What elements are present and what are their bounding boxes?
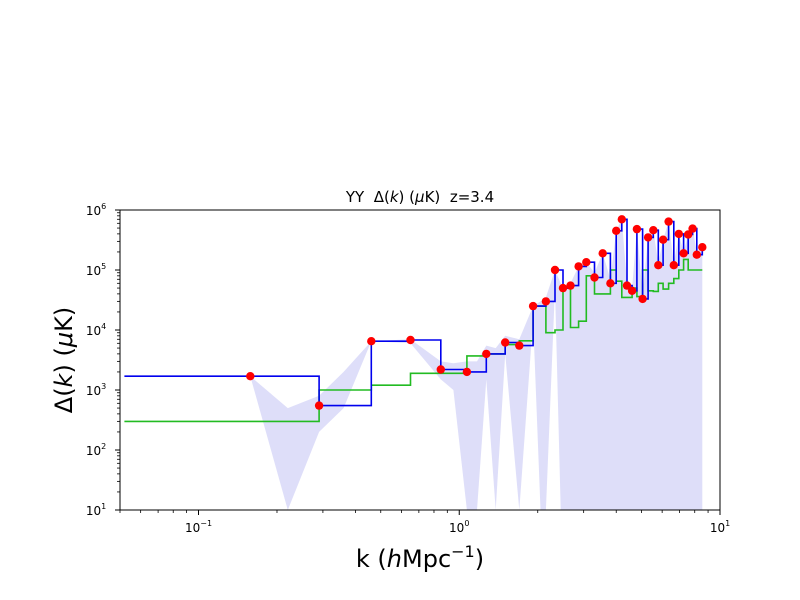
data-point [558,283,568,293]
data-point [541,297,551,306]
data-point [582,258,591,267]
data-point [566,281,575,290]
data-point [684,230,693,239]
y-tick-label: 104 [86,322,106,338]
data-point [314,401,324,410]
data-point [643,233,653,242]
x-tick-label: 101 [710,519,730,535]
y-tick-label: 106 [86,202,106,218]
data-point [649,226,658,235]
data-point [574,262,583,271]
data-point [638,294,647,304]
data-points-layer [246,215,707,410]
data-point [246,372,255,381]
data-point [692,250,701,259]
data-point [598,249,607,258]
data-point [606,279,615,288]
error-band-layer [250,219,703,510]
data-point [482,349,491,359]
data-point [515,341,524,350]
x-tick-label: 10−1 [185,519,212,535]
chart-title: YY Δ(k) (μK) z=3.4 [345,188,494,206]
y-tick-label: 101 [86,502,106,518]
data-point [462,367,472,377]
data-point [406,335,415,345]
measurement-step-line [124,218,704,407]
data-point [436,365,445,374]
y-axis-label: Δ(k) (μK) [50,307,78,413]
data-point [698,243,707,252]
data-point [658,235,668,244]
y-tick-label: 103 [86,382,106,398]
y-tick-label: 105 [86,262,106,278]
measurement-step-layer [124,218,704,407]
data-point [367,337,376,346]
y-tick-label: 102 [86,442,106,458]
data-point [590,273,599,282]
data-point [664,217,673,226]
data-point [654,261,663,270]
data-point [617,215,626,224]
data-point [679,249,688,258]
x-tick-label: 100 [449,519,469,535]
error-band [250,219,703,510]
data-point [669,261,678,270]
data-point [622,281,632,290]
data-point [627,286,637,295]
data-point [550,265,560,275]
y-ticks: 101 102 103 104 105 106 [86,202,120,518]
data-point [528,301,538,311]
data-point [688,224,697,233]
x-ticks: 10−1 100 101 [119,510,730,535]
axes-frame [119,209,721,511]
data-point [632,224,642,234]
data-point [612,226,621,235]
data-point [674,229,683,239]
x-axis-label: k (hMpc−1) [356,542,484,573]
data-point [501,338,510,347]
